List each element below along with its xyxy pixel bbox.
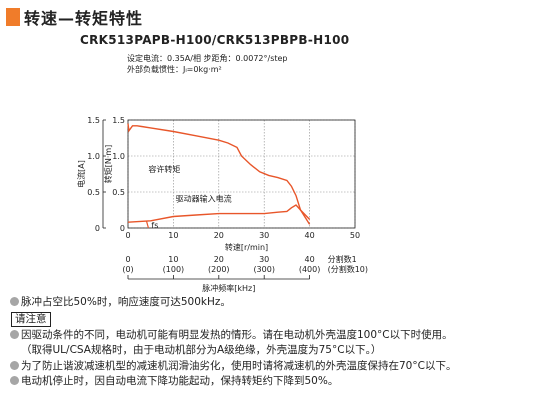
pulse-tick-label: 40 [305,255,315,264]
current-tick-label: 0.5 [87,188,100,197]
pulse-tick-label: 0 [125,255,130,264]
bullet-icon [10,360,19,370]
x-tick-label: 10 [168,231,178,240]
caution-label: 请注意 [11,311,51,327]
pulse-tick-label-div10: (300) [253,265,275,274]
note-item: （取得UL/CSA规格时，由于电动机部分为A级绝缘，外壳温度为75°C以下。） [21,344,382,356]
pulse-tick-label: 10 [168,255,178,264]
condition-current: 设定电流：0.35A/相 步距角：0.0072°/step [127,54,288,63]
current-tick-label: 0 [95,224,100,233]
torque-tick-label: 1.0 [112,152,125,161]
page-title: 转速—转矩特性 [24,9,144,28]
torque-tick-label: 0.5 [112,188,125,197]
caution-row: 请注意 [10,311,546,328]
bullet-icon [10,329,19,339]
fs-marker-line [145,220,150,229]
notes-section: 脉冲占空比50%时，响应速度可达500kHz。 请注意 因驱动条件的不同，电动机… [10,295,546,390]
bullet-icon [10,376,19,385]
note-item: 为了防止谐波减速机型的减速机润滑油劣化，使用时请将减速机的外壳温度保持在70°C… [10,359,546,375]
note-item: 电动机停止时，因自动电流下降功能起动，保持转矩约下降到50%。 [10,374,546,390]
chart-labels: 0 0.5 1.0 1.5 0 0.5 1.0 1.5 电流[A] 转矩[N·m] 0 10 20 30 4… [76,116,368,293]
x-tick-label: 40 [305,231,315,240]
bullet-icon [10,297,19,306]
x-axis-title: 转速[r/min] [225,242,268,252]
title-bar: 转速—转矩特性 [6,5,143,29]
torque-tick-label: 1.5 [112,116,125,125]
pulse-tick-label: 20 [214,255,224,264]
pulse-tick-label-div10: (200) [208,265,230,274]
chart-grid [127,119,356,229]
fs-marker-label: fs [151,221,158,230]
current-tick-label: 1.0 [87,152,100,161]
pulse-tick-label-div10: (0) [122,265,133,274]
torque-axis-title: 转矩[N·m] [103,145,113,184]
current-axis-title: 电流[A] [76,160,86,188]
torque-speed-chart: 0 0.5 1.0 1.5 0 0.5 1.0 1.5 电流[A] 转矩[N·m] 0 10 20 30 4… [76,116,368,293]
pulse-axis-title: 脉冲频率[kHz] [202,283,255,293]
x-tick-label: 30 [259,231,269,240]
pulse-tick-label-div10: (100) [163,265,185,274]
pulse-tick-label-div10: (400) [299,265,321,274]
series-label-allowable-torque: 容许转矩 [148,164,180,174]
note-item: 脉冲占空比50%时，响应速度可达500kHz。 [10,295,546,311]
plot-frame [127,119,356,229]
series-line-driver-input-current [127,204,311,223]
pulse-axis-div1-label: 分割数1 [328,254,357,264]
title-marker-icon [6,8,20,26]
x-tick-label: 50 [350,231,360,240]
pulse-tick-label: 30 [259,255,269,264]
current-tick-label: 1.5 [87,116,100,125]
note-item: 因驱动条件的不同，电动机可能有明显发热的情形。请在电动机外壳温度100°C以下时… [10,328,546,344]
x-tick-label: 20 [214,231,224,240]
pulse-axis-div10-label: (分割数10) [328,264,368,274]
model-name: CRK513PAPB-H100/CRK513PBPB-H100 [80,33,350,47]
chart-series [127,123,311,229]
series-line-allowable-torque [127,123,311,225]
condition-inertia: 外部负载惯性：Jₗ=0kg·m² [127,65,222,74]
x-tick-label: 0 [125,231,130,240]
series-label-driver-input-current: 驱动器输入电流 [176,193,232,203]
torque-tick-label: 0 [120,224,125,233]
chart-axes [102,119,356,280]
